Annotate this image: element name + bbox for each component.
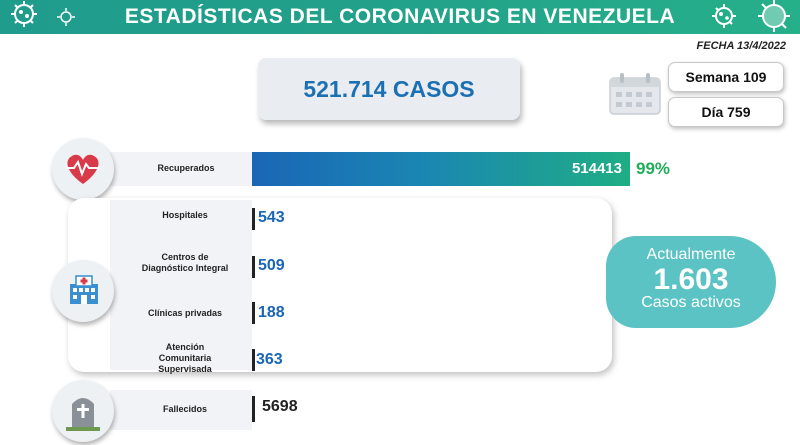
- recovered-label-box: [110, 152, 252, 186]
- active-cases-count: 1.603: [653, 263, 729, 296]
- hospitals-value: 543: [258, 209, 285, 226]
- active-cases-badge: Actualmente 1.603 Casos activos: [606, 236, 776, 328]
- recovered-percent: 99%: [636, 159, 671, 178]
- deaths-label: Fallecidos: [162, 404, 207, 414]
- acs-label-line2: Comunitaria: [158, 353, 212, 363]
- cdi-value: 509: [258, 257, 285, 274]
- calendar-icon: [609, 73, 661, 115]
- recovered-value: 514413: [571, 160, 622, 177]
- deaths-bar: [252, 396, 255, 422]
- week-counter: Semana 109: [668, 62, 784, 92]
- total-cases-card: 521.714 CASOS: [258, 58, 520, 120]
- recovered-label: Recuperados: [157, 163, 215, 173]
- acs-label-line1: Atención: [165, 342, 205, 352]
- virus-icon-right: [712, 4, 736, 28]
- hospital-icon: [70, 275, 98, 304]
- acs-label-line3: Supervisada: [158, 364, 212, 374]
- hospitals-label: Hospitales: [162, 210, 208, 220]
- heartbeat-icon: [66, 154, 100, 184]
- hospitalization-label-column: [110, 200, 252, 370]
- tombstone-icon: [66, 398, 100, 431]
- private-clinics-value: 188: [258, 304, 285, 321]
- virus-icon-left: [11, 1, 37, 27]
- acs-value: 363: [256, 351, 283, 368]
- active-cases-line3: Casos activos: [641, 294, 741, 311]
- hospitals-bar: [252, 208, 255, 230]
- grave-icon-circle: [52, 380, 114, 442]
- recovered-bar: 514413: [252, 152, 630, 186]
- total-cases: 521.714 CASOS: [303, 76, 475, 102]
- active-cases-line1: Actualmente: [646, 246, 736, 263]
- cdi-label-line2: Diagnóstico Integral: [141, 263, 229, 273]
- day-counter: Día 759: [668, 97, 784, 127]
- private-clinics-bar: [252, 302, 255, 324]
- virus-icon-small-left: [57, 8, 75, 26]
- heart-icon-circle: [52, 138, 114, 200]
- private-clinics-label: Clínicas privadas: [147, 308, 223, 318]
- acs-bar: [252, 349, 255, 371]
- report-date: FECHA 13/4/2022: [696, 40, 786, 52]
- deaths-label-box: [110, 390, 252, 430]
- deaths-value: 5698: [262, 398, 298, 415]
- header-title: ESTADÍSTICAS DEL CORONAVIRUS EN VENEZUEL…: [124, 5, 676, 28]
- header-banner: ESTADÍSTICAS DEL CORONAVIRUS EN VENEZUEL…: [0, 0, 800, 34]
- hospital-icon-circle: [52, 260, 114, 322]
- virus-icon-large-right: [758, 0, 790, 32]
- cdi-bar: [252, 256, 255, 278]
- cdi-label-line1: Centros de: [161, 252, 209, 262]
